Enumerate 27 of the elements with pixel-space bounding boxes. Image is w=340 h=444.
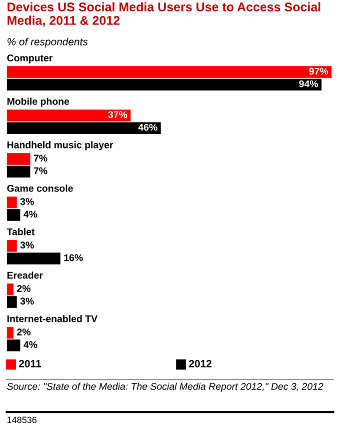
data-label: 16%: [64, 254, 83, 262]
data-label: 7%: [34, 167, 48, 174]
y-tick-label: Game console: [7, 184, 73, 192]
y-tick-label: Computer: [7, 54, 53, 64]
y-tick-label: Handheld music player: [7, 141, 114, 150]
chart-subtitle: % of respondents: [8, 38, 88, 48]
data-label: 37%: [108, 111, 128, 118]
data-label: 94%: [299, 80, 318, 88]
data-label: 7%: [34, 154, 48, 162]
y-tick-label: Internet-enabled TV: [7, 315, 98, 322]
data-label: 2%: [17, 328, 31, 336]
chart-title: Devices US Social Media Users Use to Access Social Media, 2011 & 2012: [8, 2, 320, 27]
data-label: 97%: [309, 68, 328, 75]
text: 148536: [7, 416, 37, 424]
data-label: 4%: [24, 210, 38, 218]
y-tick-label: Mobile phone: [7, 98, 70, 107]
data-label: 3%: [20, 298, 34, 305]
data-label: 2%: [17, 285, 31, 292]
data-label: 4%: [24, 341, 38, 348]
source-note: Source: "State of the Media: The Social Media Report 2012," Dec 3, 2012: [7, 382, 324, 392]
data-label: 3%: [20, 198, 34, 206]
data-label: 3%: [20, 242, 34, 249]
data-label: 46%: [138, 124, 158, 131]
y-tick-label: Ereader: [7, 272, 43, 279]
y-tick-label: Tablet: [6, 228, 35, 236]
legend-label: 2012: [189, 360, 212, 368]
legend-label: 2011: [19, 360, 42, 368]
